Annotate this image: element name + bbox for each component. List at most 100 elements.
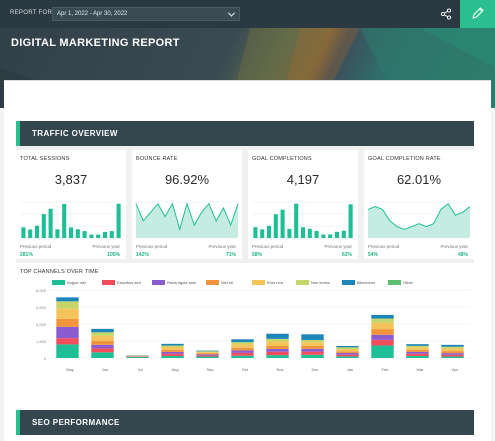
- bar-segment: [301, 351, 324, 355]
- bar-segment: [196, 350, 219, 352]
- top-bar: REPORT FOR Apr 1, 2022 - Apr 30, 2022: [0, 0, 495, 28]
- x-tick-label: Oct: [241, 367, 249, 372]
- bar-segment: [371, 329, 394, 335]
- x-tick-label: Aug: [171, 367, 179, 372]
- bar-segment: [161, 347, 184, 350]
- bar-segment: [266, 338, 289, 342]
- chart-title: TOP CHANNELS OVER TIME: [20, 269, 99, 275]
- bar-segment: [161, 355, 184, 358]
- share-button[interactable]: [436, 4, 456, 24]
- legend-label: Nisi sit: [221, 280, 233, 285]
- kpi-value: 62.01%: [396, 172, 442, 187]
- sparkline-bar: [34, 225, 40, 238]
- x-tick-label: Nov: [276, 367, 284, 372]
- bar-segment: [406, 345, 429, 348]
- bar-segment: [161, 343, 184, 346]
- bar-segment: [336, 345, 359, 348]
- bar-segment: [336, 347, 359, 350]
- bar-segment: [406, 355, 429, 358]
- prev-year-value: 71%: [225, 252, 236, 258]
- sparkline-bar: [55, 229, 60, 238]
- y-tick-label: 4,500: [35, 305, 46, 310]
- bar-segment: [336, 354, 359, 357]
- bar-segment: [56, 344, 79, 358]
- date-range-select[interactable]: Apr 1, 2022 - Apr 30, 2022: [52, 7, 240, 21]
- sparkline-bar: [89, 234, 94, 238]
- prev-period-value: 281%: [20, 252, 33, 258]
- prev-period-label: Previous period: [20, 244, 52, 249]
- bar-segment: [406, 353, 429, 356]
- kpi-value: 96.92%: [164, 172, 210, 187]
- kpi-title: GOAL COMPLETION RATE: [368, 156, 441, 162]
- prev-year-label: Previous year: [208, 244, 236, 249]
- bar-segment: [301, 348, 324, 352]
- bar-segment: [266, 355, 289, 358]
- top-channels-panel: TOP CHANNELS OVER TIME Augue nisl Faucib…: [16, 263, 474, 378]
- sparkline-line: [135, 202, 239, 232]
- kpi-card-bounce-rate: BOUNCE RATE 96.92% Previous period Previ…: [132, 150, 242, 259]
- bar-segment: [301, 342, 324, 346]
- x-tick-label: Sep: [206, 367, 214, 372]
- bar-segment: [56, 297, 79, 302]
- bar-segment: [231, 342, 254, 345]
- bar-segment: [196, 354, 219, 356]
- sparkline-bar: [334, 231, 340, 238]
- legend-swatch: [206, 280, 219, 285]
- bar-segment: [371, 339, 394, 346]
- prev-year-value: 105%: [107, 252, 120, 258]
- prev-year-value: 62%: [341, 252, 352, 258]
- sparkline-bar: [294, 203, 299, 238]
- kpi-sparkline: [135, 201, 239, 239]
- page-title: DIGITAL MARKETING REPORT: [11, 37, 180, 49]
- bar-segment: [91, 348, 114, 353]
- edit-button[interactable]: [460, 0, 495, 28]
- prev-year-label: Previous year: [92, 244, 120, 249]
- sparkline-bar: [266, 225, 272, 238]
- sparkline-bar: [273, 214, 278, 238]
- bar-segment: [441, 353, 464, 355]
- bar-segment: [91, 340, 114, 345]
- bar-segment: [126, 357, 149, 358]
- kpi-card-total-sessions: TOTAL SESSIONS 3,837 Previous period Pre…: [16, 150, 126, 259]
- bar-segment: [441, 346, 464, 349]
- bar-segment: [441, 354, 464, 357]
- sparkline-bar: [82, 231, 87, 238]
- section-title-traffic: TRAFFIC OVERVIEW: [32, 129, 118, 138]
- section-header-traffic: TRAFFIC OVERVIEW: [16, 121, 474, 146]
- legend-swatch: [102, 280, 115, 285]
- prev-period-value: 54%: [368, 252, 379, 258]
- bar-segment: [161, 351, 184, 354]
- bar-segment: [301, 345, 324, 349]
- bar-segment: [231, 352, 254, 356]
- share-icon: [440, 8, 452, 20]
- bar-segment: [196, 351, 219, 353]
- legend-label: Non lectus: [311, 280, 330, 285]
- sparkline-bar: [75, 229, 80, 238]
- bar-segment: [301, 339, 324, 343]
- legend-swatch: [388, 280, 401, 285]
- bar-segment: [161, 345, 184, 348]
- sparkline-bar: [68, 227, 74, 238]
- chevron-down-icon: [227, 9, 236, 17]
- section-header-seo: SEO PERFORMANCE: [16, 410, 474, 435]
- bar-segment: [91, 332, 114, 336]
- kpi-card-goal-completions: GOAL COMPLETIONS 4,197 Previous period P…: [248, 150, 358, 259]
- x-tick-label: Mar: [416, 367, 424, 372]
- x-tick-label: Apr: [451, 367, 459, 372]
- bar-segment: [91, 328, 114, 333]
- bar-segment: [371, 318, 394, 323]
- kpi-value: 3,837: [54, 172, 88, 187]
- bar-segment: [56, 301, 79, 309]
- sparkline-area: [136, 203, 238, 238]
- sparkline-bar: [41, 214, 46, 238]
- x-tick-label: Jul: [137, 367, 143, 372]
- x-tick-label: Jun: [101, 367, 109, 372]
- sparkline-bar: [307, 228, 312, 238]
- prev-year-label: Previous year: [440, 244, 468, 249]
- sparkline-bar: [260, 229, 265, 238]
- prev-year-label: Previous year: [324, 244, 352, 249]
- sparkline-bar: [287, 228, 292, 238]
- sparkline-bar: [62, 203, 67, 238]
- bar-segment: [91, 335, 114, 341]
- x-tick-label: May: [66, 367, 74, 372]
